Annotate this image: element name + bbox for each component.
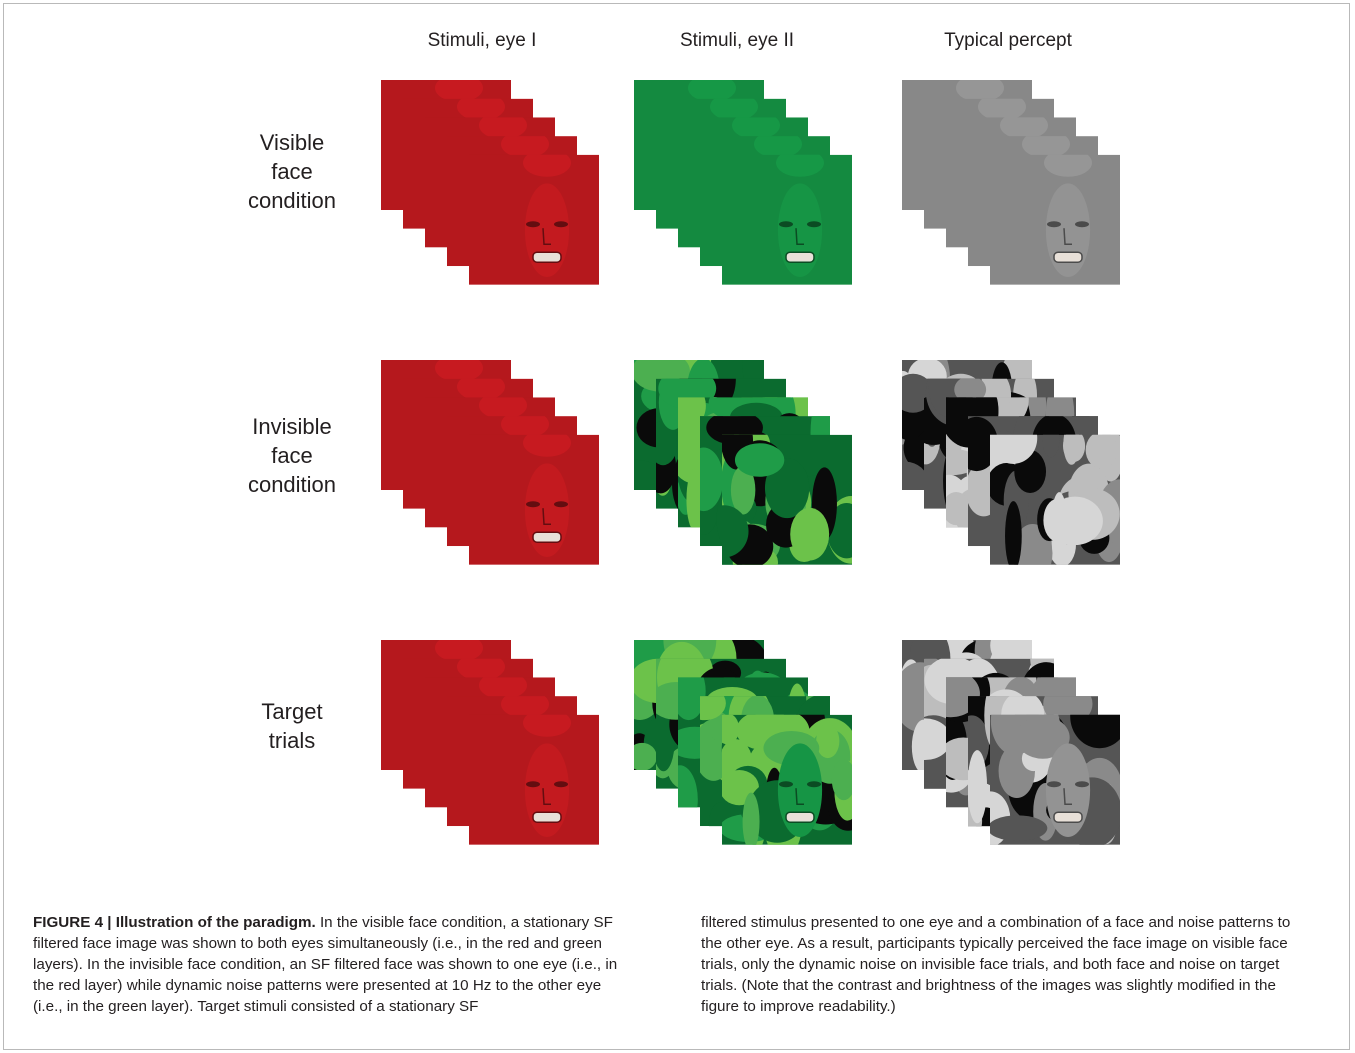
row-label-target-line2: trials: [268, 728, 316, 753]
row-label-invisible: Invisible face condition: [202, 412, 382, 499]
caption-text-left: In the visible face condition, a station…: [33, 914, 618, 1015]
row-label-visible-line3: condition: [247, 188, 337, 213]
caption-text-right: filtered stimulus presented to one eye a…: [701, 914, 1291, 1015]
row-label-visible: Visible face condition: [202, 128, 382, 215]
caption-column-right: filtered stimulus presented to one eye a…: [701, 912, 1301, 1017]
stack-target-eye1: [381, 640, 601, 850]
figure-caption: FIGURE 4 | Illustration of the paradigm.…: [33, 912, 1333, 1047]
stack-visible-eye2: [634, 80, 854, 290]
stack-target-eye2: [634, 640, 854, 850]
stack-invisible-eye1: [381, 360, 601, 570]
stack-invisible-eye2: [634, 360, 854, 570]
row-label-invisible-line1: Invisible: [252, 414, 332, 439]
column-header-eye1: Stimuli, eye I: [427, 30, 537, 51]
stack-invisible-percept: [902, 360, 1122, 570]
caption-column-left: FIGURE 4 | Illustration of the paradigm.…: [33, 912, 633, 1017]
stack-visible-percept: [902, 80, 1122, 290]
row-label-target-line1: Target: [261, 699, 323, 724]
stack-target-percept: [902, 640, 1122, 850]
column-header-eye2: Stimuli, eye II: [679, 30, 795, 51]
row-label-visible-line2: face: [271, 159, 313, 184]
caption-title: FIGURE 4 | Illustration of the paradigm.: [33, 914, 316, 931]
figure-frame: [3, 3, 1350, 1050]
row-label-invisible-line2: face: [271, 443, 313, 468]
column-header-percept: Typical percept: [944, 30, 1072, 51]
row-label-target: Target trials: [202, 697, 382, 755]
row-label-visible-line1: Visible: [259, 130, 325, 155]
stack-visible-eye1: [381, 80, 601, 290]
row-label-invisible-line3: condition: [247, 472, 337, 497]
